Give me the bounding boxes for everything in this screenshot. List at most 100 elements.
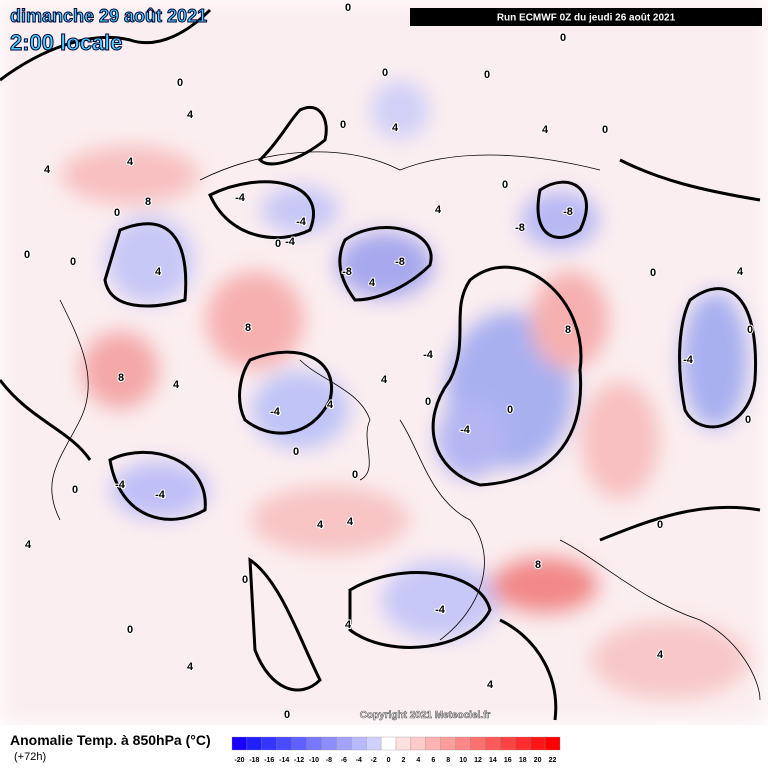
contour-label: 0 [484,69,490,81]
scale-swatch [306,736,322,751]
contour-label: 4 [25,539,32,551]
contour-label: -4 [423,349,434,361]
contour-label: 4 [542,124,549,136]
scale-label: 4 [416,757,420,764]
scale-swatch [515,736,531,751]
contour-label: 0 [345,2,351,14]
contour-label: 4 [173,379,180,391]
contour-label: 0 [127,624,133,636]
contour-label: 0 [747,324,753,336]
contour-label: -8 [563,206,573,218]
contour-label: 4 [657,649,664,661]
scale-label: -4 [356,757,362,764]
scale-label: -2 [371,757,377,764]
scale-swatch [351,736,367,751]
contour-label: 4 [327,399,334,411]
forecast-date: dimanche 29 août 2021 [10,6,207,26]
scale-label: 16 [504,757,512,764]
scale-swatch [485,736,501,751]
contour-label: -4 [285,236,296,248]
scale-label: 2 [402,757,406,764]
scale-swatch [395,736,412,751]
scale-label: -8 [326,757,332,764]
contour-label: 0 [657,519,663,531]
contour-label: -4 [683,354,694,366]
scale-swatch [425,736,441,751]
scale-label: 22 [549,757,557,764]
contour-label: 4 [127,156,134,168]
contour-label: 4 [381,374,388,386]
contour-label: 4 [347,516,354,528]
contour-label: -8 [515,222,525,234]
contour-label: 0 [114,207,120,219]
scale-label: 20 [534,757,542,764]
contour-label: 8 [535,559,541,571]
scale-label: 18 [519,757,527,764]
contour-label: 0 [425,396,431,408]
scale-label: -6 [341,757,347,764]
contour-label: 4 [392,122,399,134]
contour-label: 4 [345,619,352,631]
contour-label: 4 [487,679,494,691]
contour-label: -4 [115,479,126,491]
scale-swatch [544,736,561,751]
scale-label: -12 [294,757,304,764]
contour-label: 4 [317,519,324,531]
scale-swatch [500,736,516,751]
scale-label: 0 [387,757,391,764]
scale-label: -18 [249,757,259,764]
forecast-step: (+72h) [14,751,46,763]
contour-label: 0 [24,249,30,261]
contour-label: 0 [502,179,508,191]
contour-label: 0 [242,574,248,586]
contour-label: 0 [745,414,751,426]
scale-swatch [410,736,426,751]
copyright: Copyright 2021 Meteociel.fr [360,710,491,721]
contour-label: 8 [145,196,151,208]
scale-swatch [530,736,546,751]
scale-swatch [336,736,352,751]
contour-label: 8 [245,322,251,334]
contour-label: 4 [44,164,51,176]
contour-label: 8 [118,372,124,384]
contour-label: -8 [395,256,405,268]
scale-swatch [291,736,307,751]
contour-label: -4 [460,424,471,436]
contour-label: 0 [650,267,656,279]
forecast-time: 2:00 locale [10,30,123,55]
contour-label: 0 [70,256,76,268]
contour-label: 0 [602,124,608,136]
contour-label: 8 [565,324,571,336]
contour-label: -8 [342,266,352,278]
scale-swatch [366,736,382,751]
anomaly-field [0,0,768,725]
scale-label: 6 [431,757,435,764]
scale-label: 12 [474,757,482,764]
scale-swatch [470,736,486,751]
contour-label: -4 [270,406,281,418]
contour-label: 0 [72,484,78,496]
contour-label: 0 [275,238,281,250]
contour-label: -4 [155,489,166,501]
contour-label: 4 [435,204,442,216]
contour-label: 4 [369,277,376,289]
contour-label: 0 [284,709,290,721]
scale-label: -20 [234,757,244,764]
scale-swatch [231,736,248,751]
coastlines [51,151,761,701]
contours [0,8,761,721]
scale-label: -10 [309,757,319,764]
scale-swatch [455,736,471,751]
scale-swatch [380,736,397,751]
scale-swatch [276,736,292,751]
contour-label: 0 [352,469,358,481]
scale-label: 8 [446,757,450,764]
contour-label: -4 [235,192,246,204]
run-banner [410,8,762,26]
scale-label: -16 [264,757,274,764]
scale-swatch [261,736,277,751]
scale-label: 14 [489,757,497,764]
contour-label: -4 [296,216,307,228]
